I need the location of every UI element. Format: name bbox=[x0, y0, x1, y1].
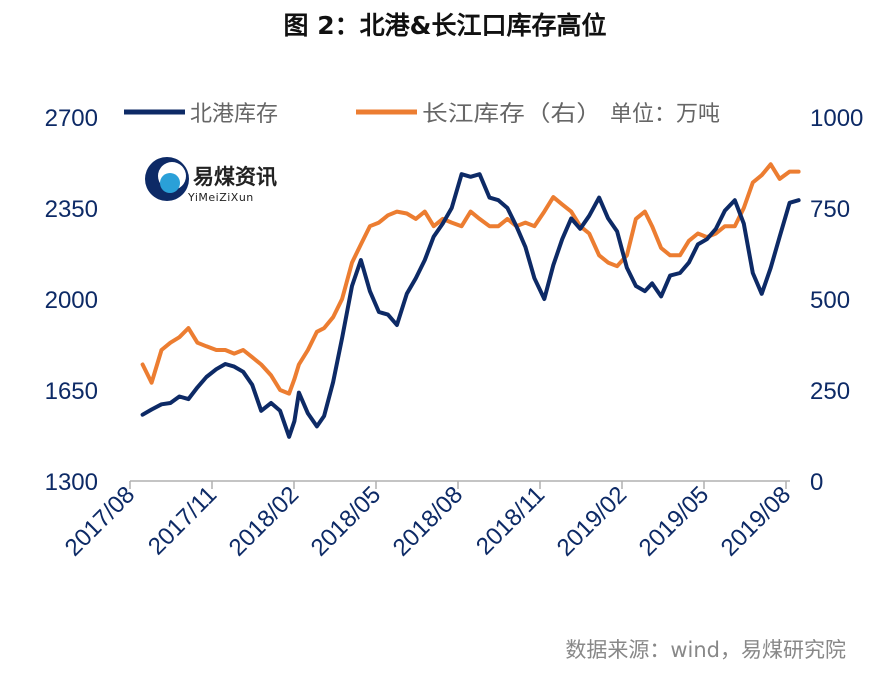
legend-label-yangtze: 长江库存（右） bbox=[422, 102, 602, 127]
x-tick-label: 2019/02 bbox=[552, 481, 632, 561]
unit-note: 单位：万吨 bbox=[610, 102, 720, 127]
y-right-tick-label: 1000 bbox=[810, 105, 863, 132]
watermark-logo: 易煤资讯 YiMeiZiXun bbox=[145, 157, 277, 204]
chart-title: 图 2：北港&长江口库存高位 bbox=[284, 11, 607, 40]
y-right-tick-label: 750 bbox=[810, 196, 850, 223]
y-left-tick-label: 2350 bbox=[45, 196, 98, 223]
source-note: 数据来源：wind，易煤研究院 bbox=[565, 638, 846, 662]
x-tick-label: 2017/11 bbox=[143, 481, 222, 560]
x-tick-label: 2019/08 bbox=[716, 481, 796, 561]
y-axis-left: 2700 2350 2000 1650 1300 bbox=[45, 105, 98, 496]
legend: 北港库存 长江库存（右） 单位：万吨 bbox=[124, 102, 720, 127]
y-axis-right: 1000 750 500 250 0 bbox=[810, 105, 863, 496]
series-line-north bbox=[140, 172, 801, 439]
y-left-tick-label: 1300 bbox=[45, 469, 98, 496]
x-tick-label: 2018/11 bbox=[471, 481, 550, 560]
x-tick-label: 2019/05 bbox=[634, 481, 714, 561]
x-axis-ticks bbox=[129, 481, 787, 489]
series-line-yangtze bbox=[140, 162, 801, 396]
x-axis-labels: 2017/08 2017/11 2018/02 2018/05 2018/08 2018/… bbox=[60, 481, 796, 561]
y-left-tick-label: 1650 bbox=[45, 378, 98, 405]
watermark-sub: YiMeiZiXun bbox=[187, 191, 254, 204]
y-right-tick-label: 250 bbox=[810, 378, 850, 405]
y-left-tick-label: 2000 bbox=[45, 287, 98, 314]
x-tick-label: 2018/08 bbox=[388, 481, 468, 561]
y-left-tick-label: 2700 bbox=[45, 105, 98, 132]
watermark-name: 易煤资讯 bbox=[193, 165, 277, 189]
x-tick-label: 2018/05 bbox=[306, 481, 386, 561]
x-tick-label: 2018/02 bbox=[224, 481, 304, 561]
legend-label-north: 北港库存 bbox=[190, 102, 278, 127]
y-right-tick-label: 500 bbox=[810, 287, 850, 314]
y-right-tick-label: 0 bbox=[810, 469, 823, 496]
